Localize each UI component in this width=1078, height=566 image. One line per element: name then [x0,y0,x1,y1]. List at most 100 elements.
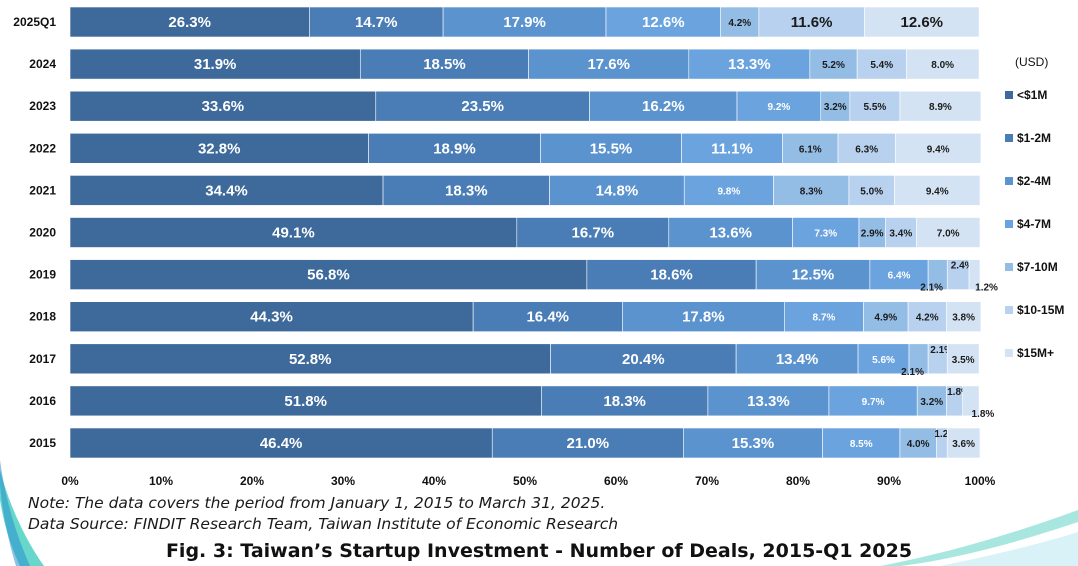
bar-segment [69,343,551,375]
data-label: 20.4% [622,351,665,368]
year-labels-group: 2025Q1 2024 2023 2022 2021 2020 2019 2018 2017 20… [13,15,56,450]
x-tick-label: 30% [331,474,355,488]
bar-segment [899,90,982,122]
legend-label: $4-7M [1017,217,1051,231]
bar-segment [905,48,980,80]
decorative-swoosh-right [880,510,1078,566]
data-label: 2.4% [951,261,974,272]
year-label: 2018 [29,310,56,324]
data-label: 1.8% [972,409,995,420]
data-label: 14.7% [355,14,398,31]
data-label: 4.2% [916,313,939,324]
data-label: 8.0% [931,60,954,71]
data-label: 4.0% [907,439,930,450]
year-label: 2020 [29,226,56,240]
bar-segment [516,217,670,248]
x-ticks-group: 0% 10% 20% 30% 40% 50% 60% 70% 80% 90% 100% [61,474,995,488]
bar-segment [491,427,684,459]
bar-segment [946,301,982,333]
data-label: 9.8% [717,186,740,197]
bar-segment [946,427,981,459]
data-label: 4.2% [728,18,751,29]
bar-segment [784,301,864,333]
data-label: 17.9% [503,14,546,31]
bar-segment [375,90,590,122]
bar-segment [69,90,377,122]
bar-segment [857,343,910,375]
bar-segment [368,133,541,164]
data-label: 18.9% [433,140,476,157]
bar-segment [69,133,369,164]
data-label: 18.3% [603,393,646,410]
bar-segment [589,90,738,122]
bar-segment [668,217,793,248]
data-label: 18.5% [423,56,466,73]
x-tick-label: 20% [240,474,264,488]
data-label: 15.3% [732,435,775,452]
legend-swatch [1005,220,1013,228]
bar-segment [736,90,822,122]
data-label: 6.3% [855,144,878,155]
data-label: 7.3% [814,229,837,240]
data-label: 16.2% [642,98,685,115]
x-tick-label: 40% [422,474,446,488]
bar-segment [968,259,981,290]
bar-segment [894,175,981,206]
bar-segment [69,427,493,459]
bar-segment [622,301,785,333]
bar-segment [809,48,858,80]
bar-segment [442,6,607,38]
data-label: 2.1% [901,367,924,378]
data-label: 51.8% [284,393,327,410]
data-label: 17.8% [682,309,725,326]
data-label: 8.5% [850,439,873,450]
data-label: 56.8% [307,267,350,284]
year-label: 2021 [29,183,56,197]
data-label: 21.0% [567,435,610,452]
data-label: 13.6% [709,225,752,242]
legend-swatch [1005,263,1013,271]
data-label: 31.9% [194,56,237,73]
x-tick-label: 70% [695,474,719,488]
legend-label: $1-2M [1017,131,1051,145]
data-label: 3.8% [952,313,975,324]
year-label: 2022 [29,141,56,155]
data-label: 2.1% [920,283,943,294]
data-label: 1.2% [975,283,998,294]
legend-swatch [1005,349,1013,357]
bar-segment [69,301,474,333]
legend-label: $10-15M [1017,303,1064,317]
data-label: 3.4% [889,229,912,240]
bar-segment [549,175,685,206]
year-label: 2019 [29,268,56,282]
bar-segment [720,6,760,38]
data-label: 8.7% [813,313,836,324]
data-label: 2.9% [861,229,884,240]
bar-segment [69,48,361,80]
data-label: 8.3% [800,186,823,197]
bar-segment [885,217,917,248]
data-label: 46.4% [260,435,303,452]
bar-segment [915,217,981,248]
bar-segment [309,6,444,38]
bar-segment [681,133,783,164]
bar-segment [605,6,721,38]
bar-segment [946,343,980,375]
legend-label: $7-10M [1017,260,1058,274]
bar-segment [856,48,907,80]
bar-segment [69,175,384,206]
data-label: 18.6% [650,267,693,284]
bar-segment [758,6,865,38]
bar-segment [69,6,310,38]
data-label: 1.8% [947,387,970,398]
data-label: 44.3% [250,309,293,326]
bar-segment [916,385,947,417]
data-label: 23.5% [461,98,504,115]
x-tick-label: 80% [786,474,810,488]
bar-segment [822,427,901,459]
data-label: 3.2% [920,397,943,408]
year-label: 2015 [29,436,56,450]
bar-segment [69,217,518,248]
data-label: 7.0% [937,229,960,240]
data-label: 12.6% [900,14,943,31]
